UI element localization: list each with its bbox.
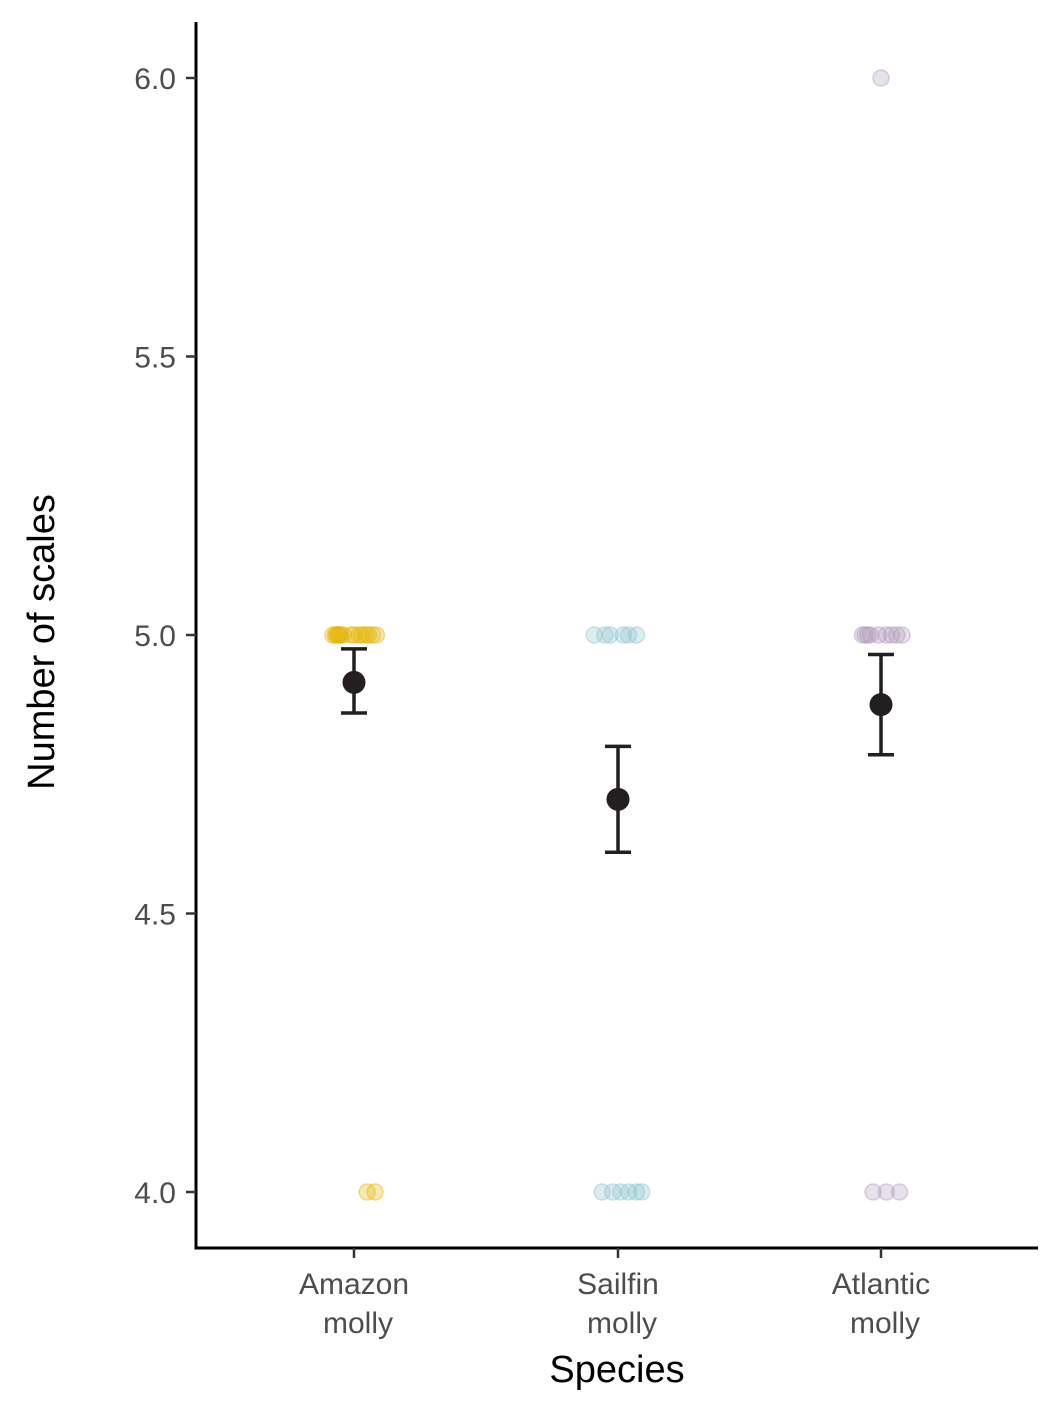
data-point (853, 626, 872, 644)
data-point (611, 1183, 630, 1201)
y-ticks: 4.0 4.5 5.0 5.5 6.0 (134, 63, 196, 1210)
data-point (888, 626, 906, 644)
data-point (363, 626, 382, 644)
data-point (872, 69, 890, 87)
data-point (877, 626, 896, 644)
x-ticks: Amazon molly Sailfin molly Atlantic molly (299, 1248, 930, 1340)
data-point (633, 1183, 651, 1201)
data-point (893, 626, 911, 644)
y-tick-label: 4.0 (134, 1177, 176, 1210)
y-tick-label: 6.0 (134, 63, 176, 96)
data-point (350, 626, 369, 644)
data-point (353, 626, 371, 644)
data-point (366, 1183, 384, 1201)
data-point (601, 626, 619, 644)
jitter-points (324, 69, 911, 1201)
y-tick-label: 4.5 (134, 899, 176, 932)
data-point (869, 626, 888, 644)
data-point (329, 626, 347, 644)
data-point (593, 1183, 611, 1201)
data-point (357, 626, 375, 644)
data-point (856, 626, 874, 644)
mean-error-bars (341, 647, 894, 854)
data-point (614, 626, 633, 644)
x-tick-label: Sailfin molly (577, 1268, 659, 1340)
data-point (627, 626, 646, 644)
data-point (859, 626, 877, 644)
x-tick-label: Amazon molly (299, 1268, 409, 1340)
data-point (359, 626, 378, 644)
mean-point (869, 693, 893, 717)
data-point (332, 626, 350, 644)
data-point (890, 1183, 909, 1201)
data-point (619, 1183, 638, 1201)
data-point (882, 626, 901, 644)
data-point (342, 626, 361, 644)
data-point (324, 626, 342, 644)
data-point (358, 1183, 376, 1201)
error-bar (868, 652, 894, 757)
mean-point (342, 670, 366, 694)
y-axis-title: Number of scales (21, 494, 63, 790)
error-bar (341, 647, 367, 715)
y-tick-label: 5.5 (134, 342, 176, 375)
data-point (627, 1183, 646, 1201)
data-point (330, 626, 349, 644)
data-point (334, 626, 353, 644)
data-point (328, 626, 346, 644)
x-tick-label: Atlantic molly (832, 1268, 930, 1340)
data-point (619, 626, 638, 644)
data-point (861, 626, 880, 644)
data-point (585, 626, 603, 644)
error-bar (605, 744, 631, 854)
data-point (367, 626, 386, 644)
x-axis-title: Species (549, 1349, 684, 1391)
data-point (864, 1183, 882, 1201)
y-tick-label: 5.0 (134, 620, 176, 653)
data-point (596, 626, 614, 644)
data-point (603, 1183, 622, 1201)
data-point (326, 626, 345, 644)
data-point (877, 1183, 896, 1201)
data-point (345, 626, 363, 644)
mean-point (606, 787, 630, 811)
